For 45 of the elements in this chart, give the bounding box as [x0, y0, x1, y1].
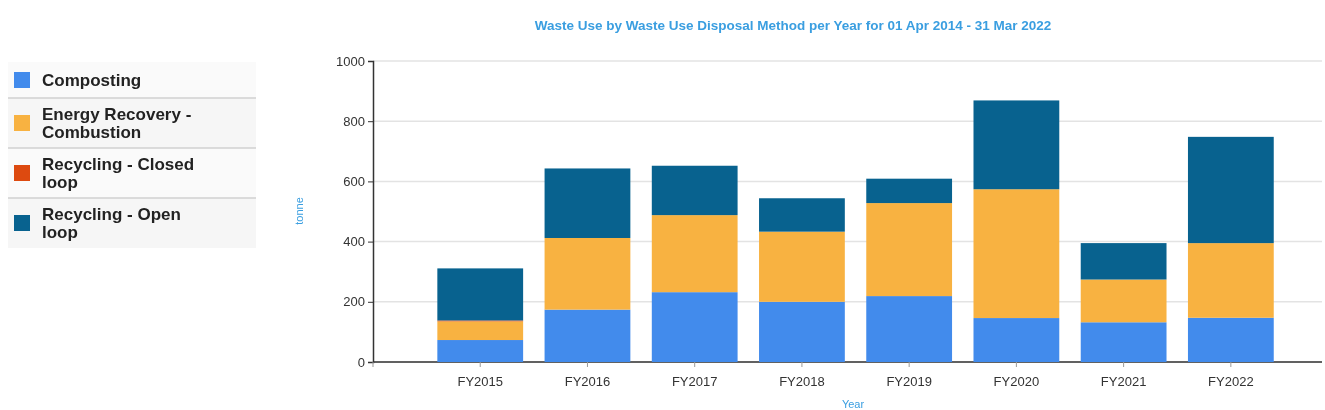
legend-label: Recycling - Closed loop [42, 155, 195, 192]
bar [1080, 243, 1167, 280]
x-tick-label: FY2019 [886, 374, 932, 389]
x-tick-label: FY2015 [457, 374, 504, 389]
bar [973, 189, 1060, 319]
y-tick-label: 0 [357, 354, 365, 370]
x-tick-label: FY2018 [779, 374, 825, 389]
y-tick-label: 800 [343, 113, 365, 129]
x-tick-label: FY2022 [1208, 374, 1254, 389]
legend-label: Recycling - Open loop [42, 205, 181, 242]
x-tick-label: FY2021 [1100, 374, 1147, 389]
bar [1080, 322, 1167, 362]
bar [544, 309, 631, 362]
x-tick-label: FY2017 [671, 374, 718, 389]
bar [973, 100, 1060, 190]
bar [437, 268, 524, 321]
bar [866, 296, 953, 362]
bar [866, 203, 953, 297]
bar [866, 178, 953, 204]
bar [544, 237, 631, 310]
bar [1187, 243, 1274, 318]
bar [759, 198, 845, 232]
legend-label: Energy Recovery - Combustion [42, 105, 192, 142]
y-tick-label: 400 [343, 234, 365, 250]
x-axis-title: Year [841, 398, 865, 410]
bar [1187, 317, 1274, 362]
bar [759, 301, 845, 362]
bar [544, 168, 631, 238]
bar [651, 292, 738, 362]
bar [1080, 279, 1167, 323]
x-tick-label: FY2020 [993, 374, 1040, 389]
bar [651, 165, 738, 216]
bar [759, 231, 845, 302]
bar [437, 340, 524, 362]
y-tick-label: 200 [343, 294, 365, 310]
y-axis-title: tonne [293, 197, 305, 225]
y-tick-label: 600 [343, 174, 365, 190]
bar [1187, 136, 1274, 244]
y-tick-label: 1000 [336, 53, 365, 69]
x-tick-label: FY2016 [564, 374, 611, 389]
bar [437, 321, 524, 341]
legend-label: Composting [42, 71, 142, 90]
chart-title: Waste Use by Waste Use Disposal Method per Year for 01 Apr 2014 - 31 Mar 2022 [534, 18, 1052, 33]
bar [973, 318, 1060, 362]
bar [651, 215, 738, 293]
